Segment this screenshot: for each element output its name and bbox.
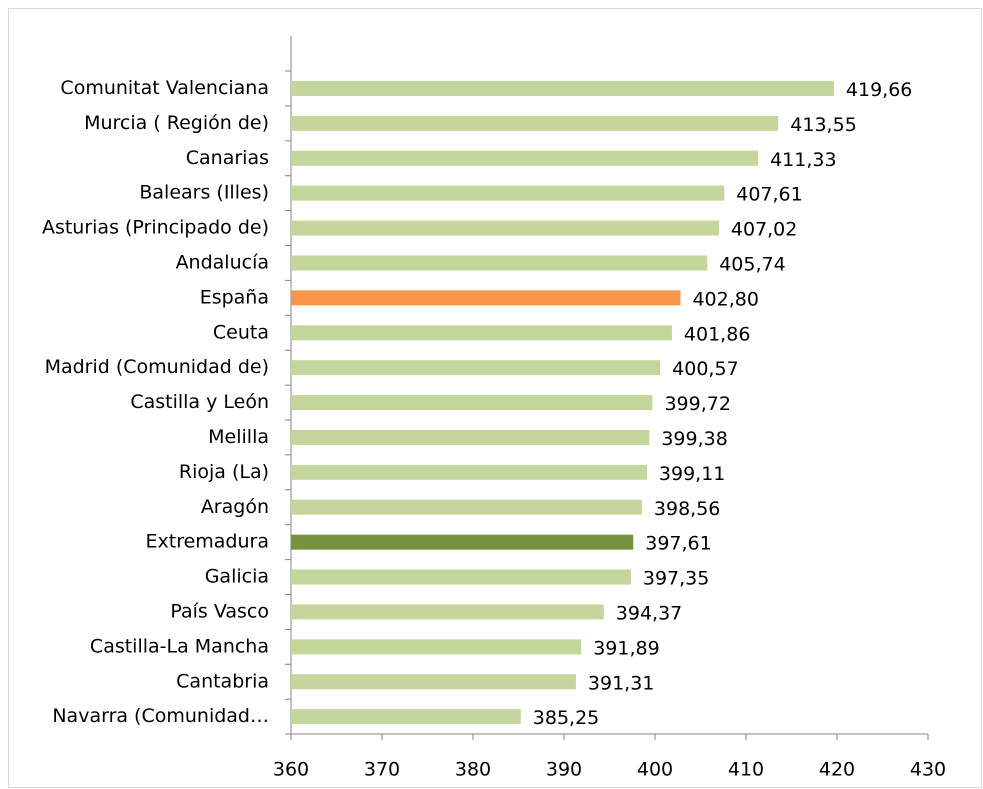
value-label: 398,56 [654,498,720,520]
y-tick-label: Canarias [186,147,269,169]
y-tick-label: Comunitat Valenciana [60,77,269,99]
bar [291,604,604,620]
bar [291,464,647,480]
bar [291,534,634,550]
bar [291,674,576,690]
y-tick-label: Extremadura [146,531,270,553]
bar [291,360,661,376]
bar [291,569,631,585]
value-label: 400,57 [672,358,738,380]
y-tick-label: Melilla [208,426,269,448]
y-tick-label: Rioja (La) [179,461,269,483]
value-label: 407,61 [736,184,802,206]
y-tick-label: España [200,286,269,308]
value-label: 385,25 [533,707,599,729]
value-label: 407,02 [731,219,797,241]
value-label: 401,86 [684,323,750,345]
value-label: 391,31 [588,672,654,694]
x-tick-label: 370 [364,759,400,781]
value-label: 419,66 [846,79,912,101]
y-tick-label: Asturias (Principado de) [42,217,269,239]
bar [291,150,759,166]
y-tick-label: Murcia ( Región de) [84,112,269,134]
value-label: 391,89 [593,637,659,659]
bar [291,639,582,655]
x-tick-label: 420 [819,759,855,781]
y-tick-label: Navarra (Comunidad… [52,705,269,727]
chart-border [8,8,982,788]
x-tick-label: 390 [546,759,582,781]
bar [291,255,708,271]
value-label: 397,61 [645,533,711,555]
y-tick-label: Balears (Illes) [139,182,269,204]
bar [291,185,725,201]
y-tick-label: Galicia [205,566,269,588]
x-tick-label: 400 [637,759,673,781]
y-tick-label: Ceuta [213,321,269,343]
value-label: 402,80 [692,288,758,310]
bar [291,429,650,445]
value-label: 394,37 [616,602,682,624]
bar [291,499,642,515]
value-label: 397,35 [643,568,709,590]
x-tick-label: 430 [910,759,946,781]
value-label: 405,74 [719,253,785,275]
x-tick-label: 380 [455,759,491,781]
y-tick-label: Cantabria [176,670,269,692]
y-tick-label: Aragón [201,496,269,518]
bar [291,325,672,341]
y-tick-label: País Vasco [170,600,269,622]
bar [291,115,779,131]
value-label: 399,11 [659,463,725,485]
bar [291,709,521,725]
x-tick-label: 410 [728,759,764,781]
value-label: 411,33 [770,149,836,171]
bar [291,290,681,306]
value-label: 399,38 [661,428,727,450]
bar [291,220,719,236]
bar [291,80,834,96]
y-tick-label: Castilla-La Mancha [90,635,269,657]
x-tick-label: 360 [273,759,309,781]
y-tick-label: Castilla y León [130,391,269,413]
y-tick-label: Madrid (Comunidad de) [45,356,269,378]
value-label: 399,72 [664,393,730,415]
y-tick-label: Andalucía [176,251,269,273]
value-label: 413,55 [790,114,856,136]
bar [291,395,653,411]
